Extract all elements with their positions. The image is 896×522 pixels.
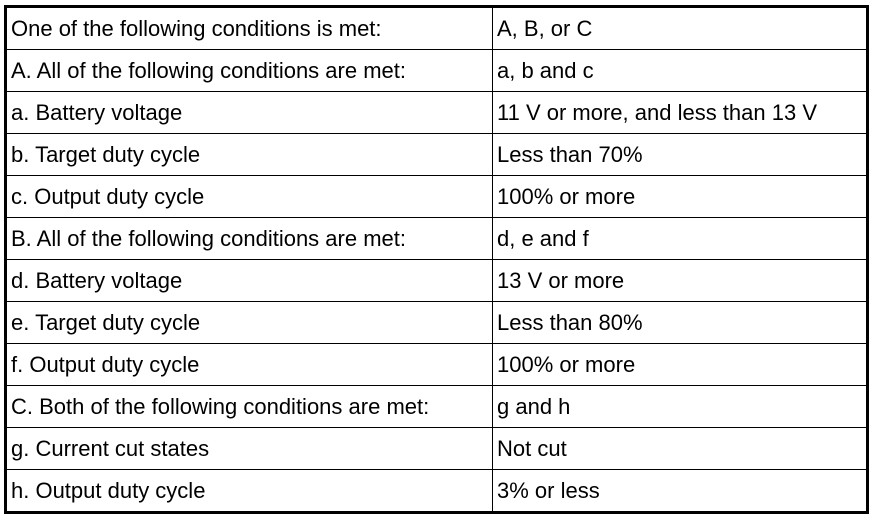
table-row: h. Output duty cycle 3% or less	[4, 469, 869, 514]
condition-cell: e. Target duty cycle	[4, 301, 493, 344]
value-cell: 11 V or more, and less than 13 V	[492, 91, 869, 134]
value-cell: g and h	[492, 385, 869, 428]
table-row: c. Output duty cycle 100% or more	[4, 175, 869, 218]
table-row: d. Battery voltage 13 V or more	[4, 259, 869, 302]
condition-cell: h. Output duty cycle	[4, 469, 493, 514]
table-row: e. Target duty cycle Less than 80%	[4, 301, 869, 344]
condition-cell: a. Battery voltage	[4, 91, 493, 134]
table-row: g. Current cut states Not cut	[4, 427, 869, 470]
condition-cell: b. Target duty cycle	[4, 133, 493, 176]
conditions-table: One of the following conditions is met: …	[4, 5, 869, 514]
condition-cell: f. Output duty cycle	[4, 343, 493, 386]
condition-cell: B. All of the following conditions are m…	[4, 217, 493, 260]
value-cell: 100% or more	[492, 343, 869, 386]
value-cell: d, e and f	[492, 217, 869, 260]
table-row: b. Target duty cycle Less than 70%	[4, 133, 869, 176]
condition-cell: c. Output duty cycle	[4, 175, 493, 218]
value-cell: 3% or less	[492, 469, 869, 514]
table-row: C. Both of the following conditions are …	[4, 385, 869, 428]
table-row: A. All of the following conditions are m…	[4, 49, 869, 92]
value-cell: 100% or more	[492, 175, 869, 218]
condition-cell: A. All of the following conditions are m…	[4, 49, 493, 92]
condition-cell: One of the following conditions is met:	[4, 5, 493, 50]
value-cell: Not cut	[492, 427, 869, 470]
table-row: One of the following conditions is met: …	[4, 5, 869, 50]
value-cell: a, b and c	[492, 49, 869, 92]
condition-cell: d. Battery voltage	[4, 259, 493, 302]
table-row: B. All of the following conditions are m…	[4, 217, 869, 260]
table-row: f. Output duty cycle 100% or more	[4, 343, 869, 386]
conditions-table-body: One of the following conditions is met: …	[4, 5, 869, 514]
table-row: a. Battery voltage 11 V or more, and les…	[4, 91, 869, 134]
value-cell: 13 V or more	[492, 259, 869, 302]
value-cell: Less than 80%	[492, 301, 869, 344]
condition-cell: g. Current cut states	[4, 427, 493, 470]
value-cell: Less than 70%	[492, 133, 869, 176]
value-cell: A, B, or C	[492, 5, 869, 50]
condition-cell: C. Both of the following conditions are …	[4, 385, 493, 428]
